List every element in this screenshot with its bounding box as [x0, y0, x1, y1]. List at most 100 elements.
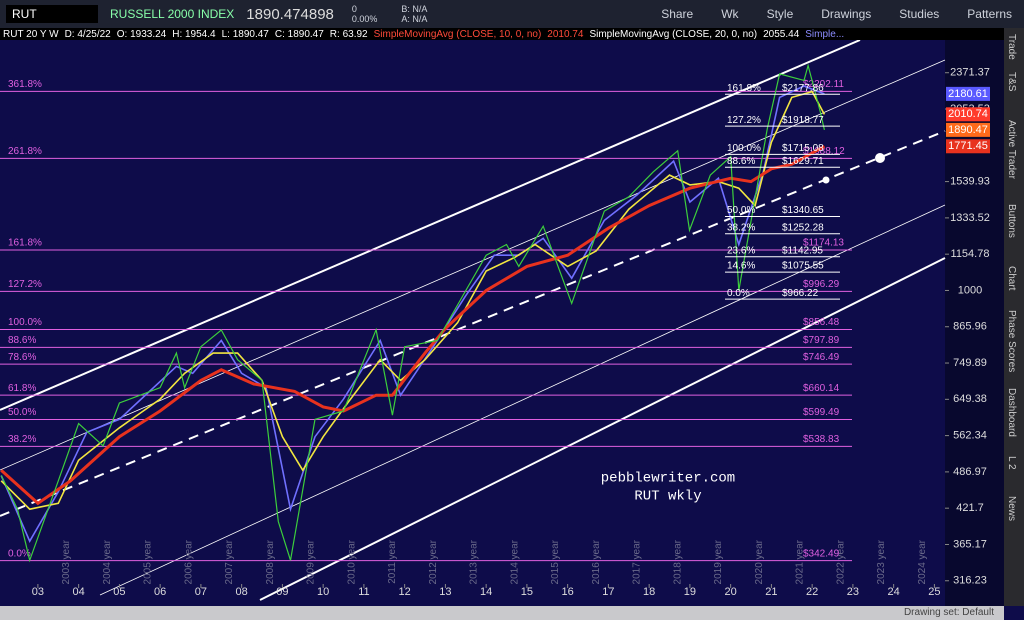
- y-tick-label: 1000: [958, 284, 982, 296]
- toolbar-button[interactable]: Studies: [899, 7, 940, 21]
- x-tick-label: 14: [480, 586, 492, 598]
- side-tab[interactable]: Dashboard: [1006, 388, 1017, 437]
- fib-label: 50.0%: [727, 205, 755, 216]
- fib-label: 88.6%: [8, 335, 36, 346]
- fib-label: 38.2%: [727, 222, 755, 233]
- moving-average: [0, 144, 826, 506]
- study-info: H: 1954.4: [172, 28, 216, 40]
- side-tab[interactable]: Phase Scores: [1006, 310, 1017, 373]
- study-bar: RUT 20 Y W D: 4/25/22 O: 1933.24 H: 1954.4 L…: [0, 28, 1004, 40]
- fib-label: 23.6%: [727, 245, 755, 256]
- toolbar-button[interactable]: Drawings: [821, 7, 872, 21]
- x-tick-label: 25: [928, 586, 940, 598]
- fib-label: 50.0%: [8, 407, 36, 418]
- toolbar-button[interactable]: Wk: [721, 7, 739, 21]
- y-tick-label: 486.97: [953, 466, 987, 478]
- change: 0: [351, 4, 357, 14]
- fib-value: $1918.77: [782, 115, 824, 126]
- fib-label: 127.2%: [727, 115, 761, 126]
- year-label: 2015 year: [550, 539, 561, 584]
- fib-value: $1075.55: [782, 261, 824, 272]
- year-label: 2013 year: [469, 539, 480, 584]
- study-value: 2010.74: [547, 28, 584, 40]
- x-tick-label: 08: [236, 586, 248, 598]
- x-tick-label: 12: [399, 586, 411, 598]
- year-label: 2020 year: [754, 539, 765, 584]
- fib-label: 14.6%: [727, 261, 755, 272]
- fib-value: $2202.11: [803, 79, 844, 90]
- side-tab[interactable]: Trade: [1006, 34, 1017, 60]
- fib-value: $966.22: [782, 288, 819, 299]
- price-label: 1890.47: [948, 124, 988, 136]
- fib-label: 78.6%: [8, 352, 36, 363]
- study-value: 2055.44: [763, 28, 800, 40]
- year-label: 2018 year: [672, 539, 683, 584]
- fib-value: $1340.65: [782, 205, 824, 216]
- price-badge: [946, 86, 990, 101]
- x-tick-label: 19: [684, 586, 696, 598]
- side-tab[interactable]: Chart: [1006, 266, 1017, 291]
- toolbar-button[interactable]: Style: [766, 7, 794, 21]
- fib-label: 361.8%: [8, 79, 42, 90]
- y-tick-label: 865.96: [953, 321, 987, 333]
- fib-value: $1688.12: [803, 146, 845, 157]
- year-label: 2021 year: [795, 539, 806, 584]
- study-info: L: 1890.47: [221, 28, 269, 40]
- x-tick-label: 04: [73, 586, 85, 598]
- year-label: 2012 year: [428, 539, 439, 584]
- y-tick-label: 749.89: [953, 357, 987, 369]
- x-tick-label: 10: [317, 586, 329, 598]
- bid: B: N/A: [401, 4, 428, 14]
- button-group: Share Wk Style Drawings Studies Patterns: [655, 7, 1018, 21]
- fib-value: $599.49: [803, 407, 840, 418]
- fib-value: $2177.86: [782, 83, 824, 94]
- side-tab[interactable]: News: [1006, 496, 1017, 522]
- study-info: O: 1933.24: [116, 28, 167, 40]
- y-tick-label: 365.17: [953, 538, 987, 550]
- price-badge: [946, 139, 990, 154]
- study-info: RUT 20 Y W: [3, 28, 59, 40]
- year-label: 2005 year: [143, 539, 154, 584]
- fib-value: $1252.28: [782, 222, 824, 233]
- year-label: 2024 year: [917, 539, 928, 584]
- y-tick-label: 2371.37: [950, 67, 990, 79]
- year-label: 2023 year: [876, 539, 887, 584]
- side-tab[interactable]: Buttons: [1006, 204, 1017, 238]
- study-name: Simple...: [805, 28, 845, 40]
- symbol-box[interactable]: RUT: [6, 5, 98, 23]
- x-tick-label: 22: [806, 586, 818, 598]
- x-tick-label: 21: [765, 586, 777, 598]
- y-tick-label: 1333.52: [950, 212, 990, 224]
- fib-value: $996.29: [803, 279, 840, 290]
- study-info: D: 4/25/22: [64, 28, 111, 40]
- price-label: 1771.45: [948, 140, 988, 152]
- fib-value: $797.89: [803, 335, 840, 346]
- fib-label: 0.0%: [727, 288, 750, 299]
- year-label: 2010 year: [346, 539, 357, 584]
- chart: 2371.372053.531539.931333.521154.7810008…: [0, 40, 1004, 606]
- side-tab[interactable]: Active Trader: [1006, 120, 1017, 179]
- toolbar: RUT RUSSELL 2000 INDEX 1890.474898 0 0.00…: [0, 0, 1024, 28]
- x-tick-label: 15: [521, 586, 533, 598]
- year-label: 2014 year: [509, 539, 520, 584]
- year-label: 2019 year: [713, 539, 724, 584]
- bid-ask: B: N/A A: N/A: [395, 4, 433, 24]
- x-tick-label: 13: [439, 586, 451, 598]
- side-tab[interactable]: T&S: [1006, 72, 1017, 92]
- y-tick-label: 316.23: [953, 575, 987, 587]
- drawing-set[interactable]: Drawing set: Default: [903, 607, 994, 618]
- toolbar-button[interactable]: Patterns: [967, 7, 1012, 21]
- price-label: 2180.61: [948, 88, 988, 100]
- target-dot: [875, 153, 885, 163]
- year-label: 2017 year: [632, 539, 643, 584]
- price-line: [0, 63, 825, 563]
- change-pct: 0.00%: [351, 14, 378, 24]
- toolbar-button[interactable]: Share: [661, 7, 694, 21]
- side-tab[interactable]: L 2: [1006, 456, 1017, 470]
- year-label: 2008 year: [265, 539, 276, 584]
- moving-average: [0, 85, 825, 543]
- year-label: 2003 year: [61, 539, 72, 584]
- y-tick-label: 562.34: [953, 430, 987, 442]
- channel-line: [99, 204, 946, 596]
- side-tabs: Trade T&S Active Trader Buttons Chart Phase S…: [1004, 28, 1024, 606]
